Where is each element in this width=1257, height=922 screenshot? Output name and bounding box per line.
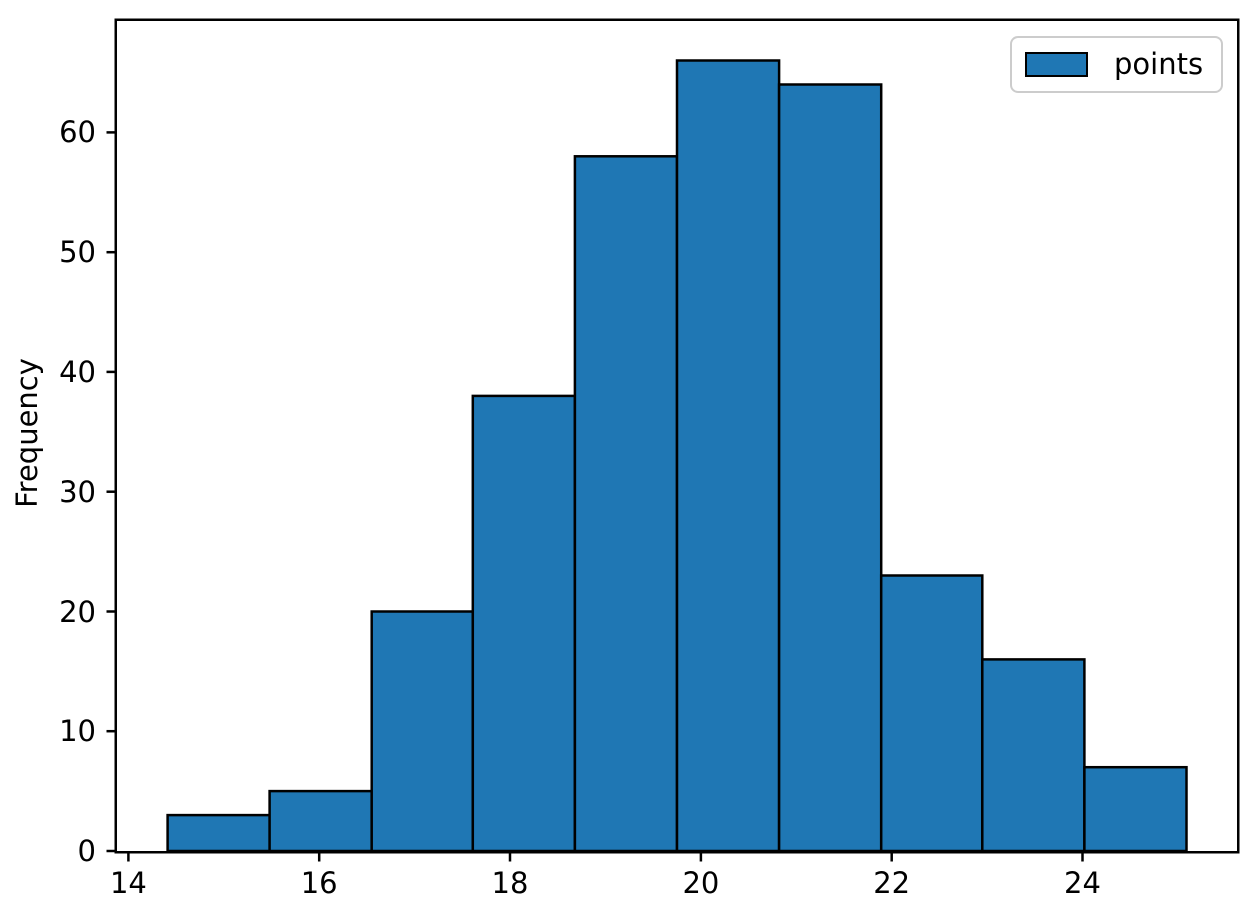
histogram-bar bbox=[166, 813, 271, 853]
axes-spines bbox=[114, 18, 1240, 854]
y-tick-label: 10 bbox=[59, 714, 96, 749]
y-tick-label: 20 bbox=[59, 594, 96, 629]
histogram-bar bbox=[981, 658, 1086, 853]
x-tick-label: 16 bbox=[300, 866, 338, 900]
legend-label: points bbox=[1114, 47, 1204, 81]
x-tick-label: 14 bbox=[109, 866, 147, 900]
histogram-bar bbox=[879, 574, 984, 853]
y-tick-label: 0 bbox=[77, 834, 96, 868]
x-tick-label: 24 bbox=[1064, 866, 1101, 900]
histogram-bar bbox=[675, 59, 781, 853]
x-tick-label: 20 bbox=[682, 866, 720, 900]
legend-swatch-icon bbox=[1025, 52, 1088, 77]
histogram-bar bbox=[268, 789, 373, 853]
x-tick-label: 18 bbox=[491, 866, 529, 900]
histogram-bar bbox=[777, 83, 883, 853]
histogram-bar bbox=[1083, 765, 1188, 853]
histogram-bar bbox=[370, 610, 475, 853]
y-tick-label: 30 bbox=[59, 474, 96, 509]
legend: points bbox=[1010, 36, 1223, 93]
histogram-bar bbox=[573, 155, 679, 853]
histogram-bar bbox=[471, 394, 577, 853]
y-tick-label: 60 bbox=[59, 115, 96, 150]
y-tick-label: 50 bbox=[59, 235, 96, 270]
x-tick-label: 22 bbox=[873, 866, 911, 900]
y-tick-label: 40 bbox=[59, 354, 96, 389]
